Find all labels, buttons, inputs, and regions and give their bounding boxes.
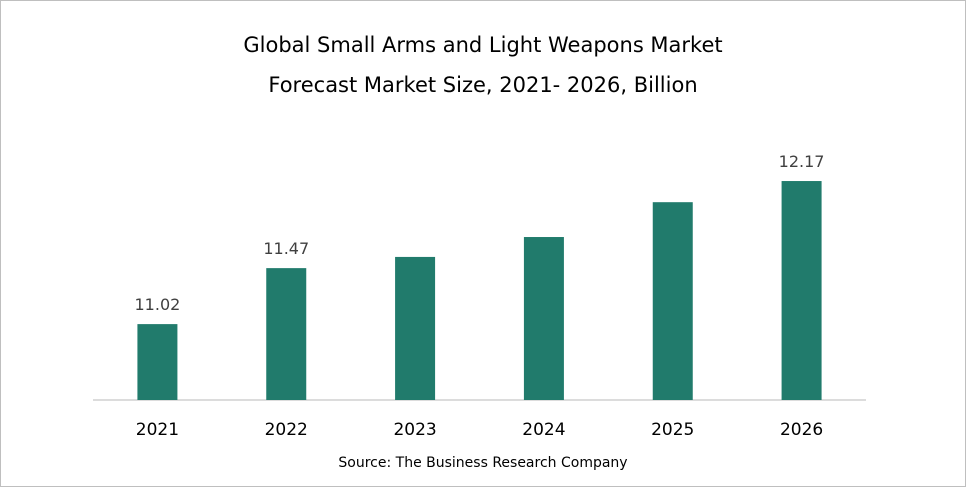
data-label: 11.47 <box>263 239 309 258</box>
bar-2026 <box>781 181 822 400</box>
chart-title: Global Small Arms and Light Weapons Mark… <box>243 33 723 57</box>
source-note: Source: The Business Research Company <box>338 455 628 471</box>
chart-subtitle: Forecast Market Size, 2021- 2026, Billio… <box>268 73 698 97</box>
x-tick-label: 2025 <box>651 420 694 440</box>
x-tick-label: 2021 <box>136 420 179 440</box>
x-tick-label: 2026 <box>780 420 823 440</box>
bar-2025 <box>652 202 693 400</box>
x-tick-label: 2022 <box>265 420 308 440</box>
bar-2023 <box>395 256 436 400</box>
bar-2021 <box>137 324 178 400</box>
data-label: 11.02 <box>135 295 181 314</box>
bar-2022 <box>266 268 307 400</box>
x-tick-label: 2023 <box>393 420 436 440</box>
bar-2024 <box>523 237 564 400</box>
x-tick-label: 2024 <box>522 420 565 440</box>
data-label: 12.17 <box>779 152 825 171</box>
